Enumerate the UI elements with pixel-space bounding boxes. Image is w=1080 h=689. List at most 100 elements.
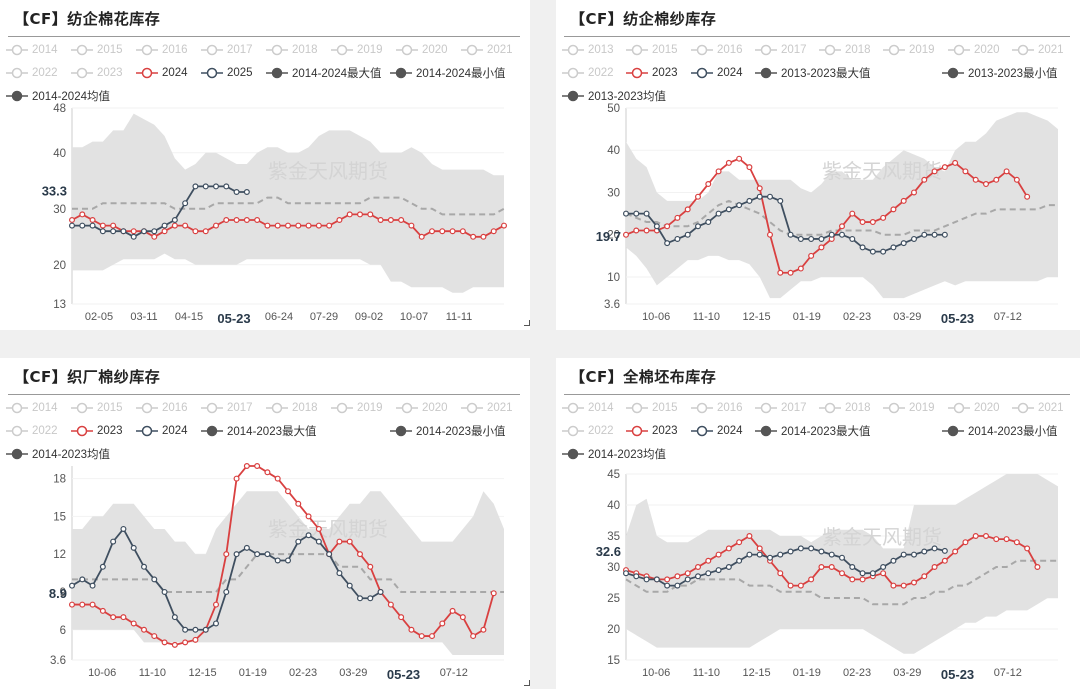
data-point-2024 — [501, 222, 508, 229]
legend-item-2024[interactable]: 2024 — [136, 421, 188, 441]
legend-item-2014-2023均值[interactable]: 2014-2023均值 — [6, 444, 110, 464]
legend-label: 2020 — [974, 44, 1000, 56]
resize-handle-icon[interactable] — [524, 320, 530, 326]
x-tick-label: 11-10 — [693, 311, 720, 323]
legend-item-2021[interactable]: 2021 — [461, 398, 513, 418]
legend-item-2023[interactable]: 2023 — [71, 63, 123, 83]
legend-item-2019[interactable]: 2019 — [883, 398, 935, 418]
legend-item-2013[interactable]: 2013 — [562, 40, 614, 60]
legend-label: 2018 — [845, 402, 871, 414]
legend-item-2024[interactable]: 2024 — [136, 63, 188, 83]
data-point-2023 — [787, 582, 794, 589]
legend-item-2014[interactable]: 2014 — [6, 398, 58, 418]
legend-item-2017[interactable]: 2017 — [201, 398, 253, 418]
legend-item-2018[interactable]: 2018 — [819, 398, 871, 418]
legend-item-2016[interactable]: 2016 — [691, 398, 743, 418]
legend-item-2014[interactable]: 2014 — [6, 40, 58, 60]
legend-item-2014[interactable]: 2014 — [562, 398, 614, 418]
legend-item-2021[interactable]: 2021 — [1012, 40, 1064, 60]
data-point-2023 — [684, 570, 691, 577]
legend-item-2013-2023最大值[interactable]: 2013-2023最大值 — [755, 63, 871, 83]
legend-item-2015[interactable]: 2015 — [626, 40, 678, 60]
legend-item-2024[interactable]: 2024 — [691, 421, 743, 441]
legend-item-2014-2023最小值[interactable]: 2014-2023最小值 — [390, 421, 506, 441]
resize-handle-icon[interactable] — [524, 680, 530, 686]
legend-item-2018[interactable]: 2018 — [266, 398, 318, 418]
legend-item-2014-2023均值[interactable]: 2014-2023均值 — [562, 444, 666, 464]
legend-label: 2013-2023最小值 — [968, 68, 1058, 80]
legend-item-2018[interactable]: 2018 — [819, 40, 871, 60]
data-point-2024 — [254, 217, 261, 224]
legend-marker-icon — [71, 402, 93, 414]
legend-item-2014-2024最小值[interactable]: 2014-2024最小值 — [390, 63, 506, 83]
legend-item-2021[interactable]: 2021 — [1012, 398, 1064, 418]
legend-marker-icon — [201, 425, 223, 437]
data-point-2024 — [828, 551, 835, 558]
data-point-2023 — [952, 548, 959, 555]
data-point-2024 — [151, 233, 158, 240]
legend-item-2024[interactable]: 2024 — [691, 63, 743, 83]
data-point-2023 — [315, 525, 322, 532]
current-value-label: 33.3 — [42, 183, 67, 198]
legend-item-2019[interactable]: 2019 — [331, 40, 383, 60]
legend-item-2019[interactable]: 2019 — [883, 40, 935, 60]
legend-marker-icon — [626, 425, 648, 437]
legend-marker-icon — [6, 448, 28, 460]
data-point-2023 — [931, 168, 938, 175]
data-point-2023 — [295, 500, 302, 507]
data-point-2023 — [192, 636, 199, 643]
legend-marker-icon — [136, 425, 158, 437]
data-point-2024 — [797, 235, 804, 242]
y-tick-label: 15 — [607, 655, 620, 667]
legend-item-2022[interactable]: 2022 — [562, 421, 614, 441]
legend-item-2015[interactable]: 2015 — [71, 40, 123, 60]
legend-item-2016[interactable]: 2016 — [691, 40, 743, 60]
data-point-2025 — [110, 228, 117, 235]
legend-item-2022[interactable]: 2022 — [6, 63, 58, 83]
legend-marker-icon — [266, 67, 288, 79]
legend-item-2023[interactable]: 2023 — [626, 63, 678, 83]
legend-item-2022[interactable]: 2022 — [562, 63, 614, 83]
legend-item-2020[interactable]: 2020 — [948, 40, 1000, 60]
legend-item-2020[interactable]: 2020 — [396, 40, 448, 60]
legend-item-2025[interactable]: 2025 — [201, 63, 253, 83]
legend-item-2017[interactable]: 2017 — [755, 398, 807, 418]
legend-item-2014-2023最大值[interactable]: 2014-2023最大值 — [201, 421, 317, 441]
legend-item-2023[interactable]: 2023 — [626, 421, 678, 441]
legend-item-2014-2024最大值[interactable]: 2014-2024最大值 — [266, 63, 382, 83]
legend-item-2023[interactable]: 2023 — [71, 421, 123, 441]
data-point-2024 — [859, 570, 866, 577]
legend-item-2019[interactable]: 2019 — [331, 398, 383, 418]
legend-item-2020[interactable]: 2020 — [948, 398, 1000, 418]
legend-label: 2018 — [292, 44, 318, 56]
legend-item-2015[interactable]: 2015 — [71, 398, 123, 418]
legend-item-2021[interactable]: 2021 — [461, 40, 513, 60]
x-tick-label: 05-23 — [217, 311, 250, 326]
legend-item-2013-2023均值[interactable]: 2013-2023均值 — [562, 86, 666, 106]
data-point-2023 — [161, 639, 168, 646]
data-point-2023 — [674, 573, 681, 580]
legend-item-2013-2023最小值[interactable]: 2013-2023最小值 — [942, 63, 1058, 83]
legend-item-2016[interactable]: 2016 — [136, 398, 188, 418]
data-point-2024 — [161, 588, 168, 595]
legend-marker-icon — [396, 402, 418, 414]
legend-item-2018[interactable]: 2018 — [266, 40, 318, 60]
data-point-2023 — [439, 620, 446, 627]
average-line — [625, 559, 1058, 606]
x-tick-label: 12-15 — [743, 311, 771, 323]
legend-item-2017[interactable]: 2017 — [755, 40, 807, 60]
legend-item-2014-2023最小值[interactable]: 2014-2023最小值 — [942, 421, 1058, 441]
data-point-2024 — [346, 211, 353, 218]
legend-item-2022[interactable]: 2022 — [6, 421, 58, 441]
legend-label: 2018 — [292, 402, 318, 414]
legend-item-2014-2023最大值[interactable]: 2014-2023最大值 — [755, 421, 871, 441]
data-point-2024 — [429, 228, 436, 235]
legend-item-2017[interactable]: 2017 — [201, 40, 253, 60]
legend-item-2020[interactable]: 2020 — [396, 398, 448, 418]
legend-label: 2023 — [97, 425, 123, 437]
legend-item-2016[interactable]: 2016 — [136, 40, 188, 60]
legend-marker-icon — [136, 67, 158, 79]
current-value-label: 8.9 — [49, 586, 67, 601]
legend-item-2015[interactable]: 2015 — [626, 398, 678, 418]
legend-item-2014-2024均值[interactable]: 2014-2024均值 — [6, 86, 110, 106]
